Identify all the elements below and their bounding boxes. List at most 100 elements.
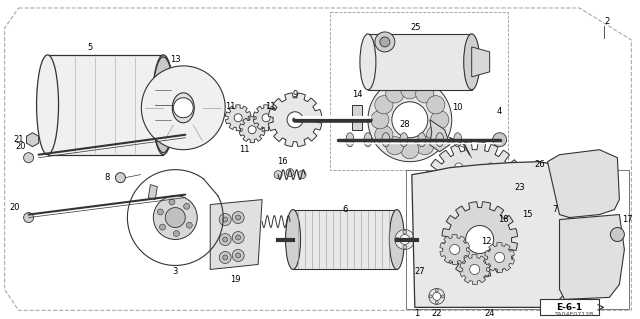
Polygon shape	[368, 34, 472, 90]
Circle shape	[512, 202, 518, 208]
Circle shape	[24, 153, 33, 163]
Circle shape	[518, 211, 524, 218]
Circle shape	[455, 174, 495, 215]
Ellipse shape	[172, 93, 195, 123]
Text: 6: 6	[342, 205, 348, 214]
Circle shape	[375, 126, 393, 144]
Circle shape	[248, 126, 256, 134]
Circle shape	[502, 208, 516, 222]
Text: 19: 19	[230, 275, 241, 284]
Circle shape	[371, 111, 389, 129]
Circle shape	[220, 213, 231, 226]
Circle shape	[115, 173, 125, 182]
Circle shape	[429, 295, 432, 298]
Ellipse shape	[360, 34, 376, 90]
Circle shape	[386, 85, 404, 103]
Polygon shape	[442, 202, 518, 277]
Polygon shape	[483, 186, 561, 263]
Circle shape	[431, 111, 449, 129]
Text: 27: 27	[415, 267, 425, 276]
Text: TA04E0712B: TA04E0712B	[555, 312, 594, 317]
Ellipse shape	[454, 133, 461, 147]
Ellipse shape	[364, 133, 372, 147]
Bar	[540, 300, 600, 315]
Circle shape	[401, 81, 419, 99]
Circle shape	[223, 237, 228, 242]
Circle shape	[441, 295, 444, 298]
Circle shape	[433, 293, 441, 300]
Circle shape	[450, 244, 460, 255]
Text: 15: 15	[522, 210, 533, 219]
Text: 11: 11	[239, 145, 250, 154]
Ellipse shape	[152, 57, 174, 153]
Polygon shape	[26, 133, 38, 147]
Circle shape	[154, 196, 197, 240]
Text: 16: 16	[276, 157, 287, 166]
Text: 7: 7	[552, 205, 557, 214]
Polygon shape	[472, 47, 490, 77]
Polygon shape	[412, 162, 570, 308]
Circle shape	[435, 289, 438, 292]
Circle shape	[395, 230, 415, 249]
Polygon shape	[430, 120, 450, 152]
Circle shape	[184, 203, 189, 209]
Text: 17: 17	[622, 215, 633, 224]
Circle shape	[368, 78, 452, 162]
Circle shape	[169, 199, 175, 205]
Circle shape	[157, 209, 163, 215]
Text: 18: 18	[499, 215, 509, 224]
Ellipse shape	[346, 133, 354, 147]
Circle shape	[159, 224, 166, 230]
Polygon shape	[293, 210, 397, 270]
Circle shape	[380, 37, 390, 47]
Polygon shape	[148, 185, 157, 200]
Circle shape	[173, 231, 179, 236]
Circle shape	[24, 212, 33, 223]
Text: 21: 21	[13, 135, 24, 144]
Polygon shape	[210, 200, 262, 270]
Text: 26: 26	[534, 160, 545, 169]
Polygon shape	[440, 234, 470, 264]
Circle shape	[508, 211, 536, 239]
Circle shape	[403, 230, 407, 234]
Circle shape	[495, 211, 502, 218]
Text: 1: 1	[414, 309, 419, 318]
Ellipse shape	[436, 133, 444, 147]
Ellipse shape	[464, 34, 479, 90]
Circle shape	[396, 238, 399, 241]
Polygon shape	[484, 242, 515, 272]
Circle shape	[501, 221, 507, 227]
Circle shape	[375, 96, 393, 114]
Text: 22: 22	[431, 309, 442, 318]
Circle shape	[502, 191, 511, 199]
Circle shape	[403, 245, 407, 249]
Polygon shape	[559, 215, 625, 300]
Text: 20: 20	[10, 203, 20, 212]
Circle shape	[486, 218, 495, 226]
Circle shape	[392, 102, 428, 138]
Circle shape	[220, 251, 231, 263]
Circle shape	[493, 133, 507, 147]
Circle shape	[287, 112, 303, 128]
Circle shape	[512, 221, 518, 227]
Circle shape	[236, 235, 241, 240]
Polygon shape	[47, 55, 163, 155]
Circle shape	[439, 191, 447, 199]
Circle shape	[223, 217, 228, 222]
Circle shape	[495, 200, 525, 230]
Circle shape	[611, 227, 625, 241]
Polygon shape	[422, 142, 527, 247]
Text: 10: 10	[452, 103, 463, 112]
Text: 9: 9	[292, 90, 298, 99]
Circle shape	[501, 202, 507, 208]
Polygon shape	[460, 255, 490, 285]
Ellipse shape	[152, 55, 174, 155]
Circle shape	[470, 264, 479, 274]
Circle shape	[234, 114, 242, 122]
Circle shape	[286, 169, 294, 177]
Text: 13: 13	[170, 56, 180, 64]
Circle shape	[236, 253, 241, 258]
Circle shape	[274, 171, 282, 179]
Text: 11: 11	[265, 102, 275, 111]
Circle shape	[165, 208, 185, 227]
